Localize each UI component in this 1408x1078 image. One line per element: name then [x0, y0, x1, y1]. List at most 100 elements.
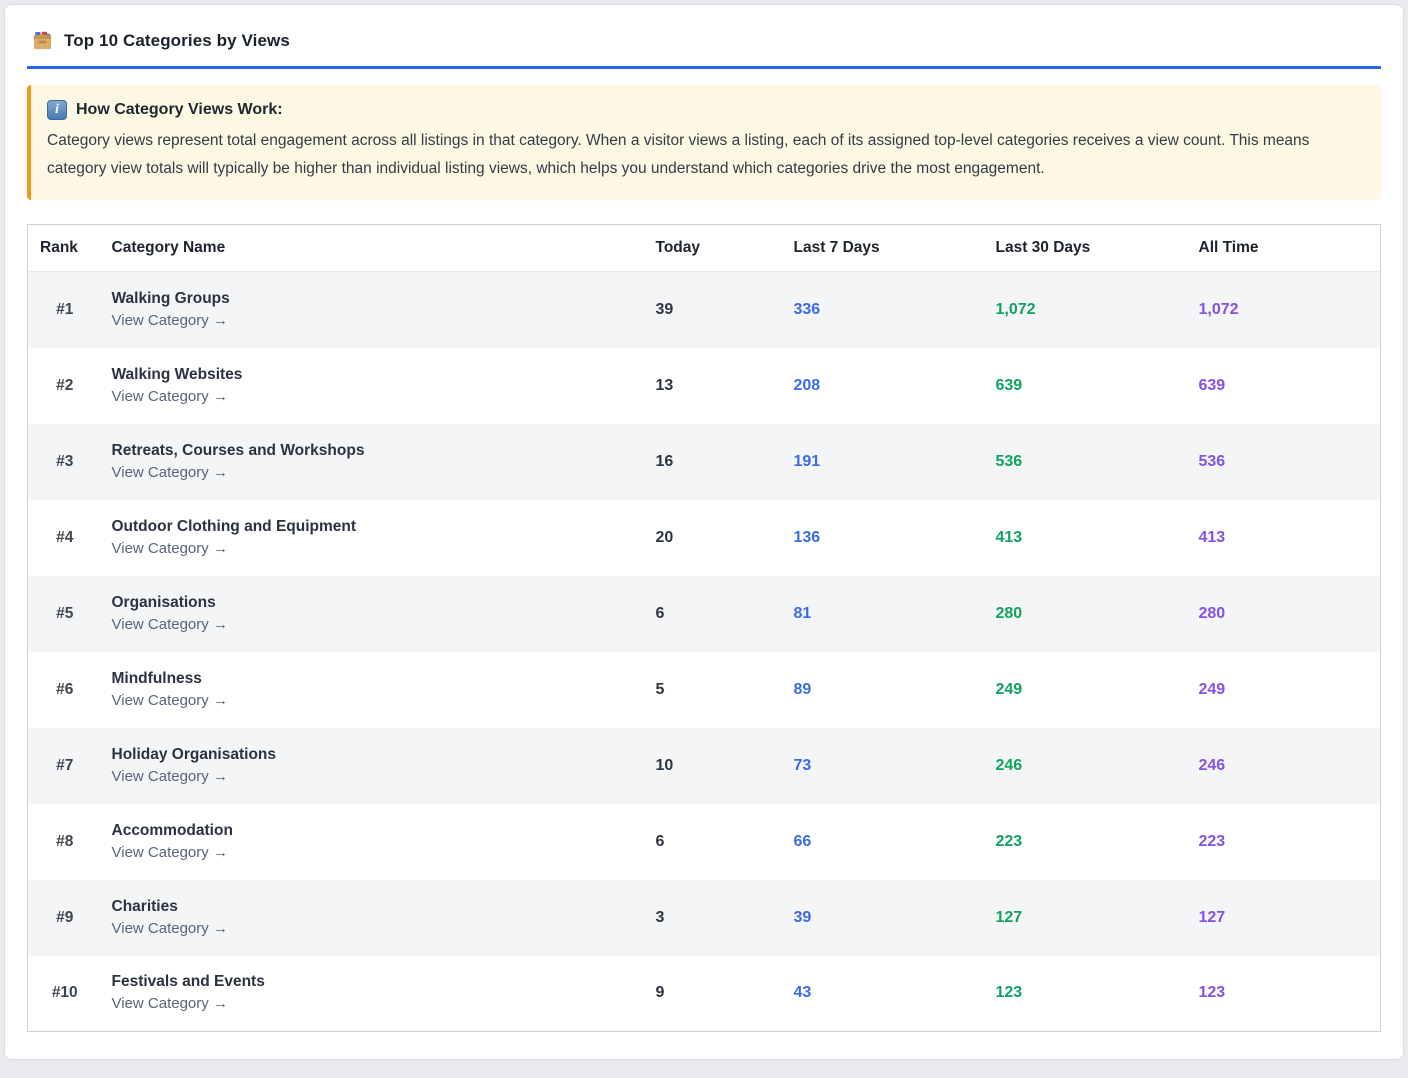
rank-cell: #6: [56, 680, 74, 698]
rank-cell: #3: [56, 452, 74, 470]
rank-cell: #10: [51, 984, 78, 1002]
today-cell: 16: [655, 452, 674, 470]
category-cell: Charities View Category →: [102, 880, 646, 956]
category-name: Walking Websites: [111, 365, 243, 383]
rank-cell: #8: [56, 832, 74, 850]
category-name: Mindfulness: [111, 669, 202, 687]
category-cell: Walking Websites View Category →: [102, 348, 646, 424]
table-row: #10 Festivals and Events View Category →…: [27, 955, 1381, 1032]
page-title: Top 10 Categories by Views: [64, 30, 290, 50]
alltime-cell: 536: [1198, 452, 1226, 470]
last7-cell: 208: [793, 376, 821, 394]
card-header: Top 10 Categories by Views: [27, 27, 1381, 69]
category-cell: Festivals and Events View Category →: [102, 956, 646, 1032]
alltime-cell: 223: [1198, 832, 1226, 850]
today-cell: 20: [655, 528, 674, 546]
view-category-link[interactable]: View Category →: [111, 387, 228, 405]
category-name: Outdoor Clothing and Equipment: [111, 517, 357, 535]
last7-cell: 136: [793, 528, 821, 546]
rank-cell: #9: [56, 908, 74, 926]
alltime-cell: 127: [1198, 908, 1226, 926]
view-category-link[interactable]: View Category →: [111, 767, 228, 785]
view-category-link[interactable]: View Category →: [111, 539, 228, 557]
view-category-link[interactable]: View Category →: [111, 995, 228, 1013]
alltime-cell: 249: [1198, 680, 1226, 698]
last30-cell: 246: [995, 756, 1023, 774]
alltime-cell: 639: [1198, 376, 1226, 394]
last7-cell: 66: [793, 832, 812, 850]
last30-cell: 413: [995, 528, 1023, 546]
category-cell: Mindfulness View Category →: [102, 652, 646, 728]
category-cell: Walking Groups View Category →: [102, 272, 646, 348]
table-row: #5 Organisations View Category → 6 81 28…: [27, 575, 1381, 652]
view-category-link[interactable]: View Category →: [111, 843, 228, 861]
view-category-link[interactable]: View Category →: [111, 463, 228, 481]
categories-table: Rank Category Name Today Last 7 Days Las…: [27, 224, 1381, 1032]
rank-cell: #5: [56, 604, 74, 622]
column-header-category-name: Category Name: [101, 224, 646, 272]
category-name: Festivals and Events: [111, 973, 265, 991]
category-cell: Organisations View Category →: [102, 576, 646, 652]
last30-cell: 123: [995, 984, 1023, 1002]
column-header-rank: Rank: [27, 224, 102, 272]
table-row: #7 Holiday Organisations View Category →…: [27, 727, 1381, 804]
categories-table-container: Rank Category Name Today Last 7 Days Las…: [27, 224, 1381, 1032]
last7-cell: 89: [793, 680, 812, 698]
category-cell: Holiday Organisations View Category →: [102, 728, 646, 804]
last7-cell: 336: [793, 300, 821, 318]
alltime-cell: 280: [1198, 604, 1226, 622]
today-cell: 10: [655, 756, 674, 774]
view-category-link[interactable]: View Category →: [111, 691, 228, 709]
alltime-cell: 1,072: [1198, 300, 1239, 318]
last7-cell: 191: [793, 452, 821, 470]
info-box-title: How Category Views Work:: [76, 101, 283, 118]
category-views-card: Top 10 Categories by Views i How Categor…: [4, 4, 1404, 1060]
category-name: Charities: [111, 897, 178, 915]
today-cell: 5: [655, 680, 665, 698]
category-name: Holiday Organisations: [111, 745, 277, 763]
last30-cell: 536: [995, 452, 1023, 470]
rank-cell: #2: [56, 376, 74, 394]
view-category-link[interactable]: View Category →: [111, 919, 228, 937]
table-row: #3 Retreats, Courses and Workshops View …: [27, 423, 1381, 500]
category-cell: Accommodation View Category →: [102, 804, 646, 880]
alltime-cell: 123: [1198, 984, 1226, 1002]
last7-cell: 73: [793, 756, 812, 774]
table-row: #8 Accommodation View Category → 6 66 22…: [27, 803, 1381, 880]
table-row: #2 Walking Websites View Category → 13 2…: [27, 347, 1381, 424]
rank-cell: #4: [56, 528, 74, 546]
last30-cell: 127: [995, 908, 1023, 926]
today-cell: 9: [655, 984, 665, 1002]
today-cell: 3: [655, 908, 665, 926]
category-name: Retreats, Courses and Workshops: [111, 441, 365, 459]
last7-cell: 81: [793, 604, 812, 622]
table-row: #1 Walking Groups View Category → 39 336…: [27, 271, 1381, 348]
last30-cell: 223: [995, 832, 1023, 850]
view-category-link[interactable]: View Category →: [111, 615, 228, 633]
column-header-last-30-days: Last 30 Days: [985, 224, 1189, 272]
today-cell: 13: [655, 376, 674, 394]
today-cell: 6: [655, 604, 665, 622]
table-header-row: Rank Category Name Today Last 7 Days Las…: [27, 224, 1381, 272]
info-box: i How Category Views Work: Category view…: [27, 85, 1381, 200]
rank-cell: #7: [56, 756, 74, 774]
today-cell: 39: [655, 300, 674, 318]
category-name: Walking Groups: [111, 289, 230, 307]
table-row: #6 Mindfulness View Category → 5 89 249 …: [27, 651, 1381, 728]
last30-cell: 639: [995, 376, 1023, 394]
today-cell: 6: [655, 832, 665, 850]
info-box-body: Category views represent total engagemen…: [47, 132, 1310, 177]
category-cell: Retreats, Courses and Workshops View Cat…: [102, 424, 646, 500]
alltime-cell: 246: [1198, 756, 1226, 774]
view-category-link[interactable]: View Category →: [111, 311, 228, 329]
table-row: #4 Outdoor Clothing and Equipment View C…: [27, 499, 1381, 576]
column-header-all-time: All Time: [1188, 224, 1381, 272]
alltime-cell: 413: [1198, 528, 1226, 546]
column-header-today: Today: [645, 224, 784, 272]
last30-cell: 249: [995, 680, 1023, 698]
info-icon: i: [47, 100, 67, 120]
table-row: #9 Charities View Category → 3 39 127 12…: [27, 879, 1381, 956]
category-name: Organisations: [111, 593, 216, 611]
last7-cell: 39: [793, 908, 812, 926]
last30-cell: 280: [995, 604, 1023, 622]
